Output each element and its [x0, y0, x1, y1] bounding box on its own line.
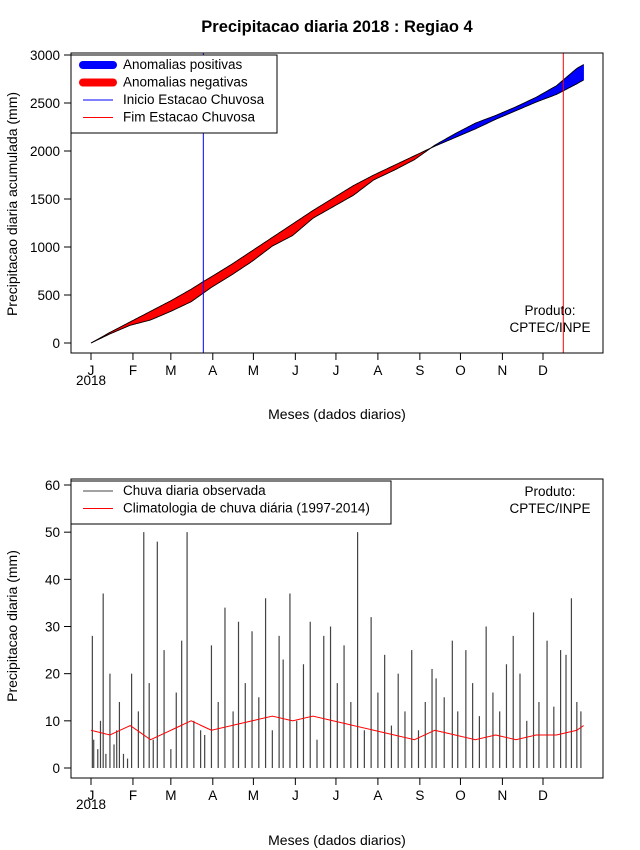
daily-product-line1: Produto: — [524, 484, 575, 499]
cumulative-x-tick-label: J — [292, 363, 299, 378]
cumulative-legend-label: Fim Estacao Chuvosa — [123, 110, 256, 125]
daily-product-line2: CPTEC/INPE — [509, 501, 590, 516]
cumulative-legend: Anomalias positivas Anomalias negativas In… — [70, 54, 278, 134]
cumulative-x-tick-label: M — [248, 363, 259, 378]
cumulative-legend-label: Anomalias negativas — [123, 75, 248, 90]
daily-x-tick-label: N — [498, 788, 508, 803]
cumulative-x-tick-label: D — [538, 363, 548, 378]
daily-y-axis-label: Precipitacao diaria (mm) — [4, 550, 20, 702]
cumulative-year-label: 2018 — [76, 373, 106, 388]
cumulative-y-tick-label: 0 — [52, 336, 60, 351]
cumulative-axes: J F M A M J J A S O N D 0 500 1000 1500 2000 2500 3000 — [30, 48, 604, 378]
daily-legend-box — [70, 480, 392, 525]
daily-x-tick-label: J — [333, 788, 340, 803]
anomaly-segment — [581, 64, 584, 82]
chart-title: Precipitacao diaria 2018 : Regiao 4 — [201, 18, 473, 36]
daily-y-tick-label: 30 — [45, 620, 60, 635]
daily-x-tick-label: D — [538, 788, 548, 803]
cumulative-x-axis-label: Meses (dados diarios) — [268, 406, 406, 422]
daily-x-tick-label: O — [455, 788, 466, 803]
cumulative-y-tick-label: 3000 — [30, 48, 60, 63]
cumulative-x-tick-label: O — [455, 363, 466, 378]
daily-x-tick-label: M — [248, 788, 259, 803]
daily-x-tick-label: M — [165, 788, 176, 803]
daily-panel: J F M A M J J A S O N D 0 10 20 30 40 50 60 Chuva diaria o… — [4, 478, 604, 848]
cumulative-product-line1: Produto: — [524, 303, 575, 318]
cumulative-x-tick-label: J — [88, 363, 95, 378]
cumulative-x-tick-label: A — [373, 363, 382, 378]
cumulative-x-tick-label: S — [415, 363, 424, 378]
cumulative-legend-label: Anomalias positivas — [123, 57, 243, 72]
daily-axes: J F M A M J J A S O N D 0 10 20 30 40 50 60 — [45, 478, 604, 803]
daily-y-tick-label: 0 — [52, 761, 60, 776]
climatology-cumulative-line — [90, 79, 584, 344]
daily-x-tick-label: A — [373, 788, 382, 803]
daily-x-tick-label: J — [292, 788, 299, 803]
daily-x-tick-label: S — [415, 788, 424, 803]
observed-cumulative-line — [90, 64, 584, 344]
daily-legend-label: Climatologia de chuva diária (1997-2014) — [123, 501, 370, 516]
cumulative-lines — [90, 64, 584, 344]
daily-x-tick-label: F — [129, 788, 137, 803]
daily-plot-frame — [70, 478, 604, 779]
daily-climatology — [90, 715, 584, 741]
cumulative-product-line2: CPTEC/INPE — [509, 320, 590, 335]
cumulative-plot-frame — [70, 52, 604, 354]
cumulative-y-tick-label: 1500 — [30, 192, 60, 207]
daily-rain-bars — [91, 532, 582, 768]
daily-x-tick-label: A — [208, 788, 217, 803]
cumulative-y-tick-label: 2500 — [30, 96, 60, 111]
daily-legend: Chuva diaria observada Climatologia de ch… — [70, 480, 392, 525]
cumulative-y-axis-label: Precipitacao diaria acumulada (mm) — [4, 92, 20, 316]
daily-y-tick-label: 40 — [45, 572, 60, 587]
daily-y-tick-label: 20 — [45, 667, 60, 682]
cumulative-y-tick-label: 2000 — [30, 144, 60, 159]
cumulative-panel: J F M A M J J A S O N D 0 500 1000 1500 2000 2500 3000 Ano… — [4, 48, 604, 422]
daily-x-axis-label: Meses (dados diarios) — [268, 832, 406, 848]
daily-legend-label: Chuva diaria observada — [123, 483, 266, 498]
daily-year-label: 2018 — [76, 797, 106, 812]
cumulative-y-tick-label: 500 — [37, 288, 60, 303]
daily-climatology-line — [90, 715, 584, 741]
daily-y-tick-label: 60 — [45, 478, 60, 493]
cumulative-x-tick-label: A — [208, 363, 217, 378]
daily-y-tick-label: 50 — [45, 525, 60, 540]
cumulative-x-tick-label: J — [333, 363, 340, 378]
daily-y-tick-label: 10 — [45, 714, 60, 729]
cumulative-x-tick-label: N — [498, 363, 508, 378]
cumulative-x-tick-label: F — [129, 363, 137, 378]
cumulative-y-tick-label: 1000 — [30, 240, 60, 255]
cumulative-legend-label: Inicio Estacao Chuvosa — [123, 92, 265, 107]
daily-x-tick-label: J — [88, 788, 95, 803]
cumulative-x-tick-label: M — [165, 363, 176, 378]
